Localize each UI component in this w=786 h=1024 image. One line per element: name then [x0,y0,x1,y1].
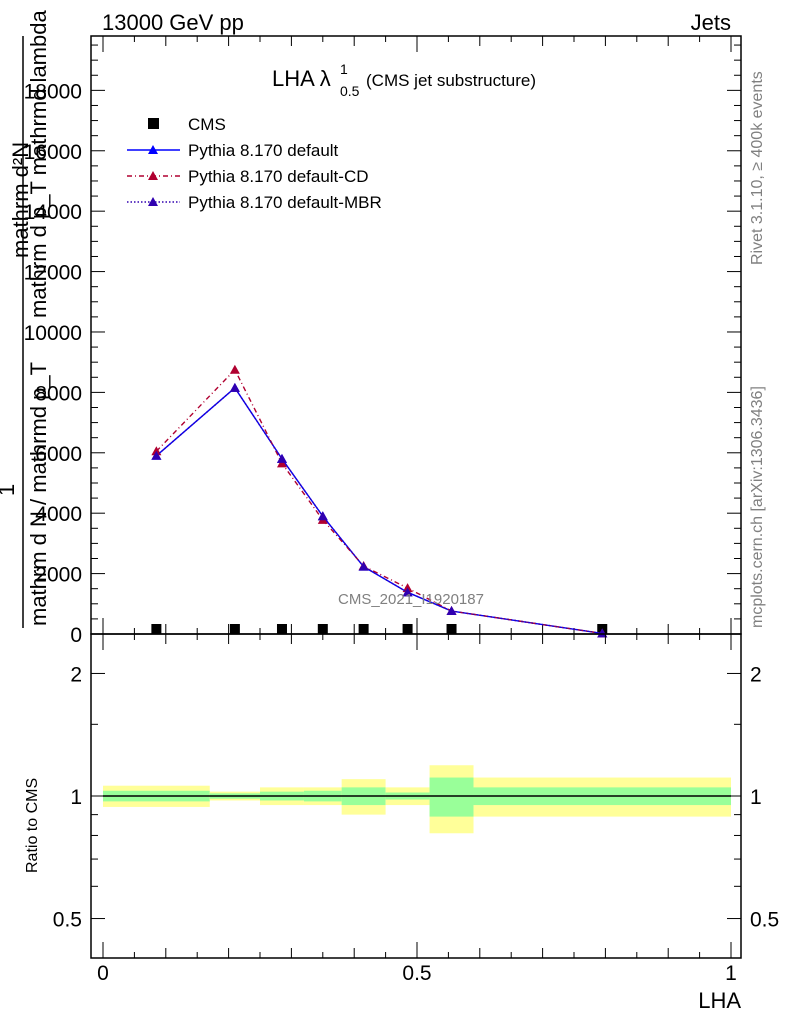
header-left: 13000 GeV pp [102,10,244,35]
y-tick-label: 2000 [35,564,82,587]
y-tick-label: 16000 [24,141,82,164]
data-point [151,450,162,460]
data-point-cms [317,624,328,634]
title-sub: 0.5 [340,83,360,99]
legend-label: Pythia 8.170 default-CD [188,167,369,186]
x-axis-label: LHA [698,988,741,1013]
ratio-y-tick-label: 0.5 [53,909,82,932]
header-right: Jets [691,10,731,35]
data-point-cms [151,624,162,634]
data-point [402,587,413,597]
data-point [229,364,240,374]
y-tick-label: 0 [70,624,82,647]
y-tick-label: 10000 [24,322,82,345]
data-point-cms [402,624,413,634]
main-axes: 0 2000 4000 6000 8000 10000 12000 14000 16000 180… [24,35,742,647]
legend: CMS Pythia 8.170 default Pythia 8.170 defa… [127,115,382,212]
legend-entry: Pythia 8.170 default [127,141,339,160]
y-tick-label: 4000 [35,503,82,526]
legend-label: Pythia 8.170 default [188,141,339,160]
data-point-cms [446,624,457,634]
y-tick-label: 12000 [24,262,82,285]
data-point-cms [358,624,369,634]
main-series [151,364,608,638]
ratio-axes: 0 0.5 1 0.5 0.5 1 1 2 2 [53,633,779,985]
ratio-y-tick-label-right: 2 [750,663,762,686]
ratio-y-tick-label-right: 1 [750,786,762,809]
legend-marker [148,197,158,206]
data-point [358,561,369,571]
data-point [276,453,287,463]
y-tick-label: 14000 [24,201,82,224]
ratio-band-green [429,777,474,817]
y-tick-label: 6000 [35,443,82,466]
x-tick-label: 0 [97,962,109,985]
y-axis-label: mathrm d²N mathrm d p_T mathrmd lambda 1… [0,10,51,628]
title-suffix: (CMS jet substructure) [366,71,536,90]
ratio-y-tick-label: 1 [70,786,82,809]
legend-label: Pythia 8.170 default-MBR [188,193,382,212]
legend-entry: Pythia 8.170 default-MBR [127,193,382,212]
ratio-ylabel: Ratio to CMS [24,778,41,873]
title-sup: 1 [340,61,348,77]
legend-label: CMS [188,115,226,134]
series-0 [151,624,608,634]
data-point-cms [229,624,240,634]
data-point [597,628,608,638]
y-tick-label: 18000 [24,80,82,103]
legend-marker [148,171,158,180]
ylabel-bottom: mathrm d p_T mathrmd lambda [26,10,51,318]
ylabel-top: mathrm d²N [8,142,33,258]
data-point [276,458,287,468]
data-point [317,511,328,521]
legend-entry: Pythia 8.170 default-CD [127,167,369,186]
data-point [229,382,240,392]
y-tick-label: 8000 [35,382,82,405]
ylabel-frac-num: 1 [0,484,19,496]
x-tick-label: 1 [725,962,737,985]
legend-marker-cms [148,118,159,129]
chart-title: LHA λ [272,66,331,91]
watermark: CMS_2021_I1920187 [338,591,484,608]
ratio-bands [103,765,731,834]
legend-entry: CMS [148,115,226,134]
legend-marker [148,145,158,154]
series-3 [151,382,608,638]
ylabel-frac-den: mathrm d N / mathrmd p_T [26,362,51,626]
series-line [155,386,603,635]
data-point-cms [276,624,287,634]
ratio-y-tick-label-right: 0.5 [750,909,779,932]
mcplots-label: mcplots.cern.ch [arXiv:1306.3436] [749,386,766,628]
ratio-y-tick-label: 2 [70,663,82,686]
data-point [446,606,457,616]
main-panel: 0 2000 4000 6000 8000 10000 12000 14000 16000 180… [24,35,742,834]
x-tick-label: 0.5 [402,962,431,985]
rivet-label: Rivet 3.1.10, ≥ 400k events [749,71,766,265]
title-main: LHA λ [272,66,331,91]
